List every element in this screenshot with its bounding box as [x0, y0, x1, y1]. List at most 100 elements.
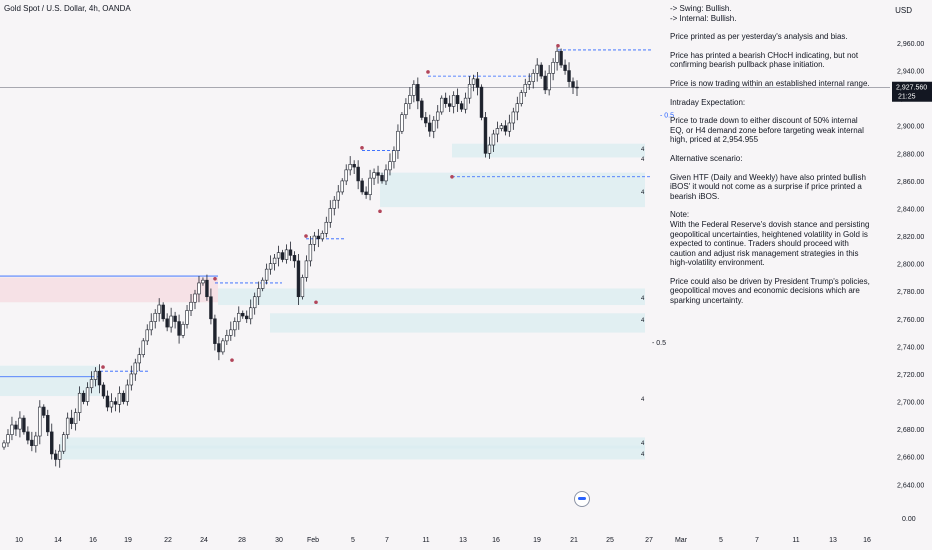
note-line: Intraday Expectation:	[670, 97, 746, 107]
candle-body	[408, 95, 412, 104]
candle-body	[312, 235, 317, 245]
candle-body	[6, 434, 10, 444]
candle-body	[264, 268, 269, 281]
demand-zone	[380, 172, 645, 208]
price-tick-label: 2,700.00	[897, 400, 924, 407]
candle-body	[547, 73, 551, 91]
candle-body	[288, 249, 293, 256]
time-tick-label: 13	[459, 537, 467, 544]
candle-body	[85, 387, 90, 402]
time-tick-label: 30	[275, 537, 283, 544]
time-tick-label: 14	[54, 537, 62, 544]
price-tick-label: 2,720.00	[897, 372, 924, 379]
candle-body	[201, 279, 205, 284]
candle-body	[109, 401, 114, 408]
candle-body	[153, 312, 157, 322]
candle-body	[308, 244, 313, 262]
candle-body	[507, 122, 512, 132]
price-tick-label: 2,800.00	[897, 262, 924, 269]
price-axis[interactable]: 2,960.002,940.002,920.002,900.002,880.00…	[890, 0, 932, 550]
candle-body	[471, 78, 476, 85]
time-tick-label: 13	[829, 537, 837, 544]
candle-body	[364, 191, 368, 195]
candle-body	[432, 119, 436, 132]
price-tick-label: 2,960.00	[897, 41, 924, 48]
time-tick-label: 19	[124, 537, 132, 544]
candle-body	[181, 324, 185, 336]
price-tick-label: 2,680.00	[897, 427, 924, 434]
candle-body	[420, 100, 424, 118]
time-tick-label: 19	[533, 537, 541, 544]
candle-body	[443, 97, 448, 104]
levels-layer: - 0.5 - 0.5 4 4 4 4 4 4 4 4	[0, 49, 890, 458]
swing-high-marker	[556, 43, 560, 48]
candle-body	[503, 125, 508, 132]
candle-body	[129, 373, 134, 386]
candle-body	[38, 406, 42, 437]
swing-high-marker	[426, 70, 430, 74]
candle-body	[26, 431, 30, 441]
price-tick-label: 2,760.00	[897, 317, 924, 324]
note-line: Price has printed a bearish CHocH indica…	[670, 50, 859, 70]
candle-body	[304, 260, 309, 278]
candle-body	[368, 177, 372, 195]
candle-body	[50, 431, 54, 455]
tradingview-logo-icon[interactable]	[574, 491, 590, 507]
price-tick-label: 2,660.00	[897, 455, 924, 462]
note-line: Given HTF (Daily and Weekly) have also p…	[670, 172, 866, 201]
candle-body	[272, 257, 277, 264]
candle-body	[205, 279, 209, 298]
candle-body	[117, 392, 122, 405]
note-line: Price is now trading within an establish…	[670, 78, 870, 88]
price-tick-label: 2,900.00	[897, 124, 924, 131]
candle-body	[81, 392, 86, 402]
time-tick-label: 7	[755, 537, 759, 544]
demand-zone	[270, 313, 645, 333]
candle-body	[495, 128, 500, 135]
candle-body	[440, 97, 444, 113]
time-axis[interactable]: 10 14 16 19 22 24 28 30 Feb 5 7 11 13 16 19 21 25 27 Mar 5 7…	[0, 530, 890, 550]
candle-body	[61, 434, 66, 452]
candle-body	[384, 169, 388, 182]
note-line: -> Swing: Bullish.	[670, 4, 732, 13]
note-line: Price printed as per yesterday's analysi…	[670, 32, 848, 42]
time-tick-label: 25	[606, 537, 614, 544]
candle-body	[348, 164, 352, 171]
candle-body	[416, 84, 420, 102]
zone-marker: 4	[641, 296, 645, 302]
candle-body	[451, 95, 456, 107]
candle-body	[483, 117, 488, 154]
swing-low-marker	[314, 300, 318, 305]
candle-body	[193, 293, 197, 303]
candle-body	[324, 221, 329, 234]
candle-body	[360, 180, 364, 193]
candle-body	[332, 199, 336, 209]
candle-body	[22, 417, 26, 433]
candle-body	[89, 379, 94, 389]
time-tick-label: 24	[200, 537, 208, 544]
candle-body	[121, 392, 126, 402]
candle-body	[157, 304, 161, 314]
candle-body	[209, 296, 213, 320]
currency-label[interactable]: USD	[895, 6, 912, 15]
candle-body	[340, 180, 344, 193]
price-tick-label: 2,860.00	[897, 179, 924, 186]
candle-body	[515, 103, 520, 113]
zone-marker: 4	[641, 318, 645, 324]
candle-body	[30, 439, 34, 446]
candle-body	[392, 150, 396, 162]
eq-label: - 0.5	[652, 340, 666, 347]
candle-body	[571, 81, 575, 88]
candle-body	[292, 255, 297, 262]
candle-body	[400, 114, 404, 132]
zone-marker: 4	[641, 147, 645, 153]
demand-zone	[452, 143, 645, 158]
candle-body	[173, 315, 177, 322]
demand-zone	[60, 445, 645, 460]
price-tick-label: 2,880.00	[897, 151, 924, 158]
candle-body	[177, 321, 181, 336]
price-tick-label: 2,740.00	[897, 344, 924, 351]
swing-low-marker	[378, 209, 382, 214]
candle-body	[141, 340, 145, 355]
